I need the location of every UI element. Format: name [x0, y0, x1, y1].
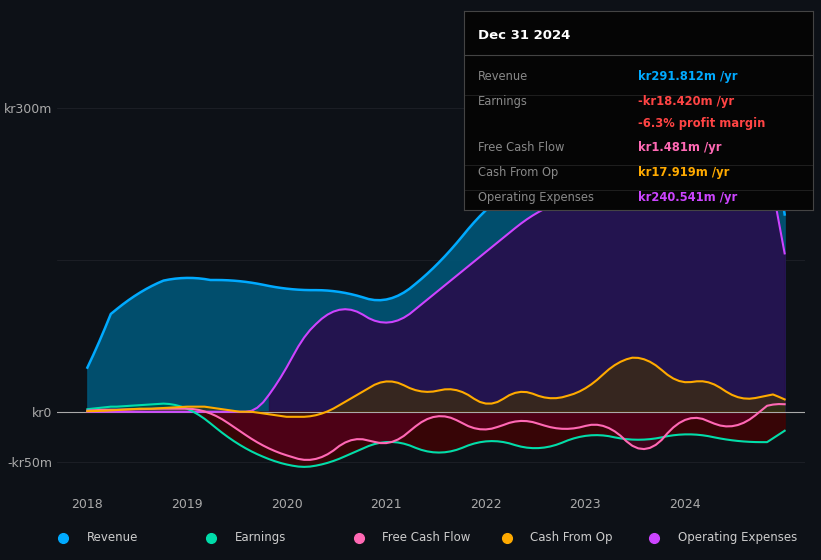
Text: Revenue: Revenue — [478, 71, 528, 83]
Text: kr291.812m /yr: kr291.812m /yr — [639, 71, 738, 83]
Text: kr17.919m /yr: kr17.919m /yr — [639, 166, 730, 179]
Text: Cash From Op: Cash From Op — [530, 531, 612, 544]
Text: -6.3% profit margin: -6.3% profit margin — [639, 117, 766, 130]
Text: Free Cash Flow: Free Cash Flow — [383, 531, 470, 544]
Text: Free Cash Flow: Free Cash Flow — [478, 141, 564, 154]
Text: -kr18.420m /yr: -kr18.420m /yr — [639, 95, 735, 108]
Text: Earnings: Earnings — [235, 531, 286, 544]
Text: Earnings: Earnings — [478, 95, 528, 108]
Text: Operating Expenses: Operating Expenses — [678, 531, 797, 544]
Text: Operating Expenses: Operating Expenses — [478, 190, 594, 204]
Text: kr240.541m /yr: kr240.541m /yr — [639, 190, 737, 204]
Text: Cash From Op: Cash From Op — [478, 166, 558, 179]
Text: Dec 31 2024: Dec 31 2024 — [478, 29, 571, 41]
Text: kr1.481m /yr: kr1.481m /yr — [639, 141, 722, 154]
Text: Revenue: Revenue — [87, 531, 138, 544]
